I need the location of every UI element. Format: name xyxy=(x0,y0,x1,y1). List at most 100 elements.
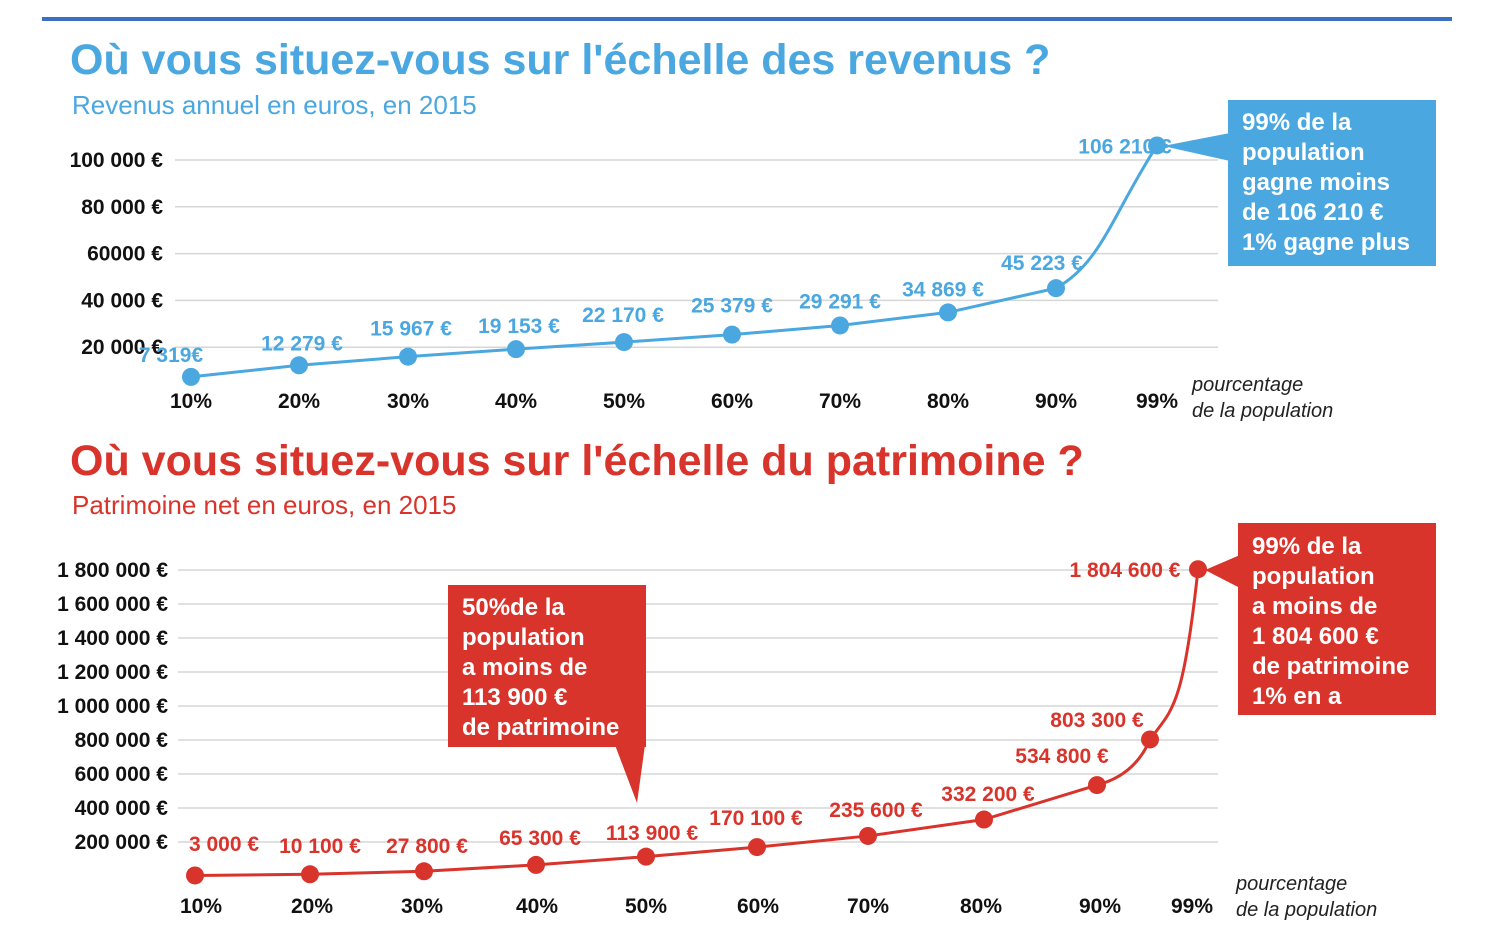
patrimoine-callout-box xyxy=(1238,523,1436,715)
x-tick-label: 10% xyxy=(170,390,212,413)
x-tick-label: 30% xyxy=(401,895,443,918)
axis-note: de la population xyxy=(1236,899,1377,921)
x-tick-label: 10% xyxy=(180,895,222,918)
data-point xyxy=(415,862,433,881)
data-point xyxy=(1141,730,1159,749)
y-tick-label: 1 000 000 € xyxy=(57,695,168,718)
revenus-callout-text: population xyxy=(1242,139,1365,166)
y-tick-label: 60000 € xyxy=(87,243,163,266)
data-label: 25 379 € xyxy=(691,295,773,318)
patrimoine-subtitle: Patrimoine net en euros, en 2015 xyxy=(72,490,457,520)
y-tick-label: 1 200 000 € xyxy=(57,661,168,684)
data-label: 7 319€ xyxy=(139,344,204,367)
data-label: 15 967 € xyxy=(370,318,452,341)
data-point xyxy=(290,356,308,375)
data-label: 27 800 € xyxy=(386,835,468,858)
data-point xyxy=(975,810,993,829)
data-point xyxy=(527,855,545,874)
top-rule xyxy=(42,17,1452,21)
revenus-callout-text: 99% de la xyxy=(1242,109,1352,136)
y-tick-label: 100 000 € xyxy=(70,149,164,172)
patrimoine-callout-text: a moins de xyxy=(1252,593,1377,620)
y-tick-label: 200 000 € xyxy=(75,831,169,854)
axis-note: de la population xyxy=(1192,400,1333,422)
axis-note: pourcentage xyxy=(1191,374,1303,396)
revenus-callout-text: de 106 210 € xyxy=(1242,199,1383,226)
mid-callout-text: 113 900 € xyxy=(462,684,567,711)
y-tick-label: 800 000 € xyxy=(75,729,169,752)
y-tick-label: 400 000 € xyxy=(75,797,169,820)
data-label: 803 300 € xyxy=(1050,709,1144,732)
x-tick-label: 99% xyxy=(1136,390,1178,413)
x-tick-label: 40% xyxy=(495,390,537,413)
patrimoine-callout-pointer xyxy=(1205,555,1240,588)
data-point xyxy=(939,303,957,322)
x-tick-label: 80% xyxy=(960,895,1002,918)
revenus-callout-box xyxy=(1228,100,1436,266)
data-point xyxy=(748,838,766,857)
y-tick-label: 1 600 000 € xyxy=(57,593,168,616)
data-point xyxy=(507,340,525,359)
x-tick-label: 60% xyxy=(737,895,779,918)
x-tick-label: 80% xyxy=(927,390,969,413)
x-tick-label: 50% xyxy=(625,895,667,918)
data-point xyxy=(1088,776,1106,795)
y-tick-label: 1 800 000 € xyxy=(57,559,168,582)
revenus-callout-text: gagne moins xyxy=(1242,169,1390,196)
y-tick-label: 40 000 € xyxy=(81,289,163,312)
patrimoine-callout-text: 1 804 600 € xyxy=(1252,623,1379,650)
data-point xyxy=(1189,560,1207,579)
data-label: 235 600 € xyxy=(829,799,923,822)
x-tick-label: 70% xyxy=(847,895,889,918)
x-tick-label: 50% xyxy=(603,390,645,413)
x-tick-label: 20% xyxy=(291,895,333,918)
data-label: 332 200 € xyxy=(941,783,1035,806)
data-point xyxy=(182,367,200,386)
revenus-chart: 20 000 € 40 000 € 60000 € 80 000 € 100 000 €… xyxy=(70,100,1436,422)
x-tick-label: 40% xyxy=(516,895,558,918)
data-label: 534 800 € xyxy=(1015,745,1109,768)
patrimoine-callout-text: de patrimoine xyxy=(1252,653,1409,680)
mid-callout-pointer xyxy=(615,745,645,803)
data-label: 1 804 600 € xyxy=(1070,559,1181,582)
data-point xyxy=(1148,136,1166,155)
patrimoine-title: Où vous situez-vous sur l'échelle du pat… xyxy=(70,437,1084,485)
y-tick-label: 20 000 € xyxy=(81,336,163,359)
data-label: 113 900 € xyxy=(606,822,699,845)
data-label: 170 100 € xyxy=(709,807,803,830)
x-tick-label: 20% xyxy=(278,390,320,413)
data-label: 10 100 € xyxy=(279,835,361,858)
y-tick-label: 80 000 € xyxy=(81,196,163,219)
mid-callout-box xyxy=(448,585,646,747)
y-tick-label: 1 400 000 € xyxy=(57,627,168,650)
x-tick-label: 90% xyxy=(1035,390,1077,413)
patrimoine-callout-text: 1% en a xyxy=(1252,683,1342,710)
data-label: 45 223 € xyxy=(1001,252,1083,275)
patrimoine-callout-text: 99% de la xyxy=(1252,533,1362,560)
revenus-callout-text: 1% gagne plus xyxy=(1242,229,1410,256)
data-point xyxy=(723,325,741,344)
data-label: 19 153 € xyxy=(478,315,560,338)
data-label: 12 279 € xyxy=(261,332,343,355)
data-label: 34 869 € xyxy=(902,278,984,301)
data-point xyxy=(399,347,417,366)
x-tick-label: 90% xyxy=(1079,895,1121,918)
data-label: 3 000 € xyxy=(189,833,259,856)
x-tick-label: 99% xyxy=(1171,895,1213,918)
data-point xyxy=(186,866,204,885)
x-tick-label: 60% xyxy=(711,390,753,413)
data-label: 29 291 € xyxy=(799,290,881,313)
x-tick-label: 30% xyxy=(387,390,429,413)
data-point xyxy=(301,865,319,884)
mid-callout-text: a moins de xyxy=(462,654,587,681)
data-point xyxy=(859,826,877,845)
data-label: 65 300 € xyxy=(499,827,581,850)
data-point xyxy=(1047,279,1065,298)
x-tick-label: 70% xyxy=(819,390,861,413)
axis-note: pourcentage xyxy=(1235,873,1347,895)
data-point xyxy=(831,316,849,335)
revenus-title: Où vous situez-vous sur l'échelle des re… xyxy=(70,36,1051,84)
mid-callout-text: de patrimoine xyxy=(462,714,619,741)
revenus-subtitle: Revenus annuel en euros, en 2015 xyxy=(72,90,477,120)
